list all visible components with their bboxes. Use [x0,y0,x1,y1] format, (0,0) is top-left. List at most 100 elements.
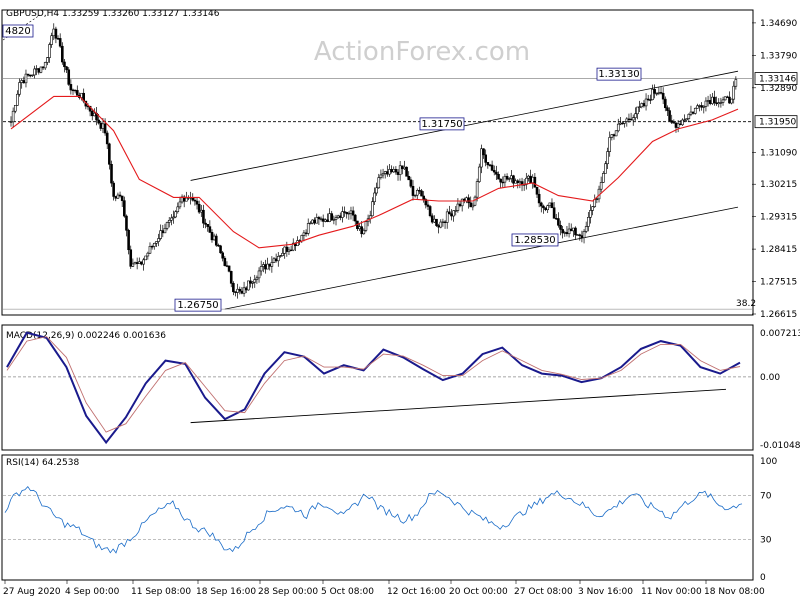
candle-body [559,224,562,230]
candle-body [552,207,556,219]
candle-body [668,110,671,121]
candle-body [661,92,665,100]
candle-body [443,221,447,223]
candle-body [170,217,173,221]
x-tick-label: 11 Sep 08:00 [131,587,191,597]
candle-body [550,202,554,209]
candle-body [285,246,289,252]
candle-body [46,57,49,63]
candle-body [601,173,605,183]
candle-body [629,118,633,121]
candle-body [268,263,272,267]
candle-body [16,93,19,106]
level-label: 1.26750 [177,300,218,311]
candle-body [381,173,385,176]
candle-body [420,190,423,197]
candle-body [279,255,282,257]
candle-body [537,193,541,204]
candle-body [471,204,475,208]
candle-body [726,96,729,98]
candle-body [353,214,357,222]
candle-body [172,216,175,219]
candle-body [486,162,490,166]
candle-body [9,121,13,123]
candle-body [283,246,286,254]
candle-body [469,202,473,208]
candle-body [704,100,708,107]
candle-body [616,123,620,132]
candle-body [358,226,361,230]
candle-body [717,102,721,105]
candle-body [150,246,154,248]
x-tick-label: 20 Oct 00:00 [449,587,508,597]
candle-body [428,206,432,217]
candle-body [229,271,233,284]
candle-body [599,182,603,190]
rsi-line [4,485,743,554]
candle-body [495,171,498,175]
candle-body [430,215,434,223]
candle-body [321,218,325,222]
candle-body [291,242,295,251]
candle-body [477,166,481,182]
candle-body [116,194,120,199]
candle-body [61,45,64,63]
candle-body [18,82,21,95]
candle-body [349,210,353,214]
candle-body [93,112,96,117]
candle-body [334,217,338,220]
candle-body [120,195,124,201]
candle-body [197,203,201,213]
price-tick-label: 1.26615 [760,310,797,320]
candle-body [546,205,549,211]
candle-body [202,209,205,224]
candle-body [390,169,393,173]
macd-tick-label: 0.00 [760,373,780,383]
candle-body [693,107,697,114]
candle-body [415,190,419,196]
candle-body [330,213,334,221]
candle-body [732,85,736,100]
candle-body [208,226,212,233]
candle-body [672,122,676,124]
candle-body [65,66,68,71]
candle-body [90,110,94,117]
macd-tick-label: 0.007213 [760,329,800,339]
candle-body [234,291,237,293]
candle-body [450,213,453,217]
candle-body [610,134,614,138]
candle-body [101,123,105,129]
candle-body [152,242,156,247]
candle-body [388,169,391,175]
candle-body [137,261,141,264]
price-panel-header: GBPUSD,H4 1.33259 1.33260 1.33127 1.3314… [6,9,220,19]
candle-body [666,107,669,111]
level-label: 1.28530 [514,235,555,246]
candle-body [238,288,242,292]
candle-body [345,212,349,215]
candle-body [700,105,703,108]
candle-body [176,206,180,213]
candle-body [723,96,727,101]
candle-body [418,190,421,192]
candle-body [563,232,567,234]
rsi-panel-header: RSI(14) 64.2538 [6,458,79,468]
candle-body [708,100,712,104]
candle-body [636,106,639,115]
candle-body [505,175,509,180]
x-tick-label: 5 Oct 08:00 [321,587,374,597]
candle-body [69,84,73,91]
candle-body [634,113,637,118]
candle-body [619,122,622,125]
candle-body [125,215,128,231]
candle-body [73,89,77,92]
candle-body [644,98,648,107]
candle-body [398,165,402,175]
candle-body [302,232,306,236]
candle-body [232,283,235,293]
candle-body [614,130,618,137]
candle-body [565,232,569,235]
candle-body [456,203,460,211]
